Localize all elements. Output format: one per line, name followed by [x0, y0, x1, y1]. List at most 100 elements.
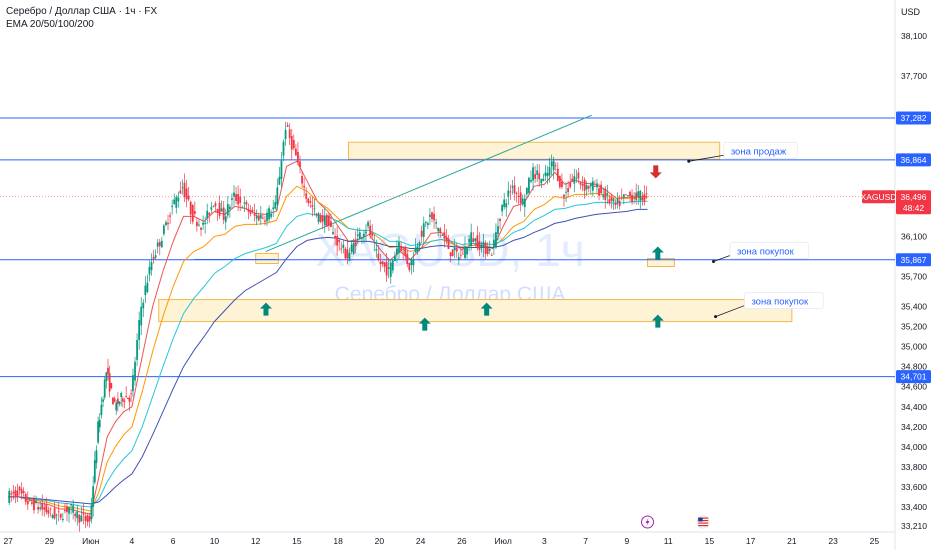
- candle-body: [492, 239, 495, 247]
- candle-body: [387, 267, 390, 269]
- candle-body: [334, 235, 336, 239]
- current-price-tag-bg: [896, 190, 931, 215]
- candle-body: [195, 222, 198, 227]
- candle-body: [33, 499, 35, 511]
- candle-body: [193, 211, 196, 214]
- time-tick-label: 24: [416, 536, 426, 546]
- candle-body: [478, 241, 481, 251]
- chart-title[interactable]: Серебро / Доллар США · 1ч · FX: [6, 6, 158, 17]
- candle-body: [505, 203, 508, 208]
- current-price-tag: 36,496: [901, 192, 927, 202]
- ema-layer: [8, 160, 648, 515]
- candle-body: [286, 125, 289, 127]
- candle-body: [179, 190, 182, 194]
- candle-body: [420, 230, 423, 237]
- callout-label: зона продаж: [731, 146, 787, 157]
- zone-rect: [255, 252, 279, 264]
- candle-body: [497, 226, 499, 235]
- candle-body: [517, 195, 520, 198]
- candle-body: [556, 168, 559, 181]
- candle-body: [66, 506, 68, 513]
- indicator-legend[interactable]: EMA 20/50/100/200: [6, 19, 94, 30]
- candle-body: [272, 207, 275, 210]
- price-tags: 37,282 36,864 35,867 34,701 XAGUSD 36,49648:4…: [861, 111, 931, 384]
- candle-body: [64, 510, 66, 512]
- candle-body: [317, 213, 320, 223]
- candle-body: [515, 192, 518, 194]
- candle-body: [243, 202, 246, 204]
- price-tick-label: 35,700: [901, 272, 927, 282]
- candle-body: [130, 393, 133, 395]
- level-price-tag-bg: [896, 253, 931, 267]
- candle-body: [74, 513, 77, 517]
- candle-body: [565, 191, 567, 193]
- candle-body: [35, 500, 37, 503]
- candle-body: [507, 190, 510, 197]
- candle-body: [80, 515, 83, 522]
- candle-body: [210, 207, 213, 210]
- candle-body: [26, 500, 29, 505]
- candle-body: [612, 198, 615, 202]
- callout-leader: [688, 154, 724, 162]
- candle-body: [509, 191, 512, 193]
- candle-body: [610, 197, 613, 201]
- candle-body: [59, 513, 62, 518]
- candle-body: [98, 419, 101, 428]
- candle-body: [482, 241, 485, 248]
- candle-body: [31, 502, 33, 504]
- candle-body: [49, 508, 52, 510]
- candle-body: [253, 213, 256, 216]
- candle-body: [519, 192, 522, 204]
- candle-body: [476, 235, 479, 249]
- candle-body: [41, 503, 44, 510]
- candle-body: [330, 221, 332, 227]
- ema-line: [8, 185, 648, 512]
- candle-body: [323, 216, 326, 226]
- candle-body: [18, 486, 21, 491]
- candle-body: [162, 225, 165, 235]
- time-tick-label: 23: [828, 536, 838, 546]
- candle-body: [327, 215, 330, 226]
- price-tick-label: 36,100: [901, 231, 927, 241]
- candle-body: [204, 222, 207, 225]
- candle-body: [305, 193, 308, 199]
- candle-body: [224, 216, 227, 223]
- candle-body: [350, 244, 353, 252]
- candle-body: [645, 193, 648, 194]
- candle-body: [70, 503, 72, 506]
- callout-dot: [712, 259, 716, 263]
- callout-dot: [714, 315, 718, 319]
- annotations-layer: зона продаж зона покупок зона покупок: [687, 141, 824, 319]
- candle-body: [125, 396, 128, 397]
- candle-body: [414, 247, 417, 253]
- price-tick-label: 34,400: [901, 402, 927, 412]
- candle-body: [513, 185, 516, 194]
- candle-body: [325, 214, 328, 227]
- price-tick-label: 34,600: [901, 382, 927, 392]
- currency-label[interactable]: USD: [900, 7, 920, 17]
- trendline: [265, 114, 593, 252]
- candle-body: [154, 255, 157, 258]
- candle-body: [167, 222, 169, 225]
- time-tick-label: 26: [457, 536, 467, 546]
- time-axis[interactable]: 27 29 Июн 4 6 10 12 15 18 20 24 26 Июл 3 7 9 11 15 17 21 23 2…: [3, 536, 879, 546]
- candle-body: [241, 207, 244, 209]
- candle-body: [503, 199, 506, 208]
- price-tick-label: 34,000: [901, 442, 927, 452]
- candle-body: [218, 202, 221, 216]
- time-tick-label: 27: [3, 536, 13, 546]
- price-tick-label: 35,400: [901, 302, 927, 312]
- price-axis[interactable]: 38,100 37,700 36,100 35,700 35,400 35,200 35,0…: [901, 31, 927, 531]
- candle-body: [280, 160, 283, 180]
- candle-body: [408, 262, 411, 271]
- candle-body: [171, 205, 174, 207]
- candle-body: [228, 206, 231, 209]
- candle-body: [28, 498, 31, 500]
- candle-body: [404, 246, 407, 256]
- time-tick-label: 10: [210, 536, 220, 546]
- candle-body: [319, 215, 322, 222]
- candle-body: [191, 204, 194, 222]
- candle-body: [488, 249, 491, 251]
